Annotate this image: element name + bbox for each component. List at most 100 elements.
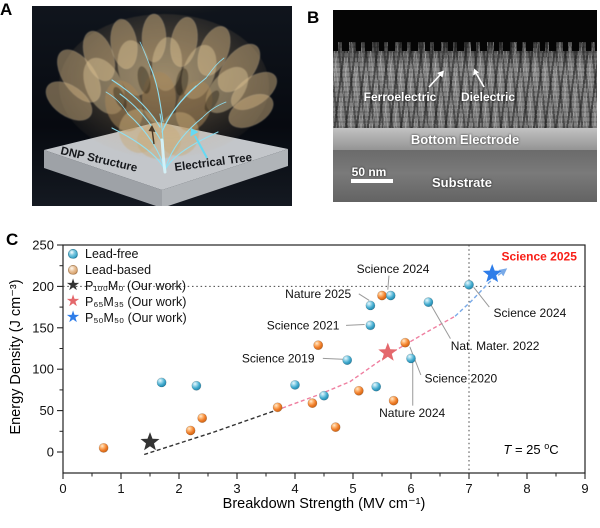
annotation-leader-line: [473, 286, 490, 308]
legend-label: P₆₅M₃₅ (Our work): [85, 295, 187, 309]
y-tick-label: 200: [32, 279, 54, 294]
electrical-tree-arrow-icon: [190, 128, 208, 159]
legend-star-icon: ★: [65, 293, 81, 310]
panel-b-label: B: [307, 8, 320, 27]
structure-arrow-icon: [148, 125, 156, 145]
star-marker: [140, 432, 160, 451]
star-marker: [378, 342, 398, 361]
scatter-point-lead-free: [290, 380, 300, 390]
annotation-leader-line: [409, 346, 422, 376]
annotation-label: Science 2025: [501, 250, 577, 264]
star-marker: [482, 264, 502, 283]
dnp-structure-illustration: DNP Structure Electrical Tree: [32, 6, 292, 206]
legend-label: P₁₀₀M₀ (Our work): [85, 279, 187, 293]
temperature-note: T = 25 oC: [503, 440, 559, 458]
electrical-tree: [105, 41, 227, 174]
scatter-point-lead-free: [156, 377, 167, 388]
annotation-leader-line: [358, 293, 370, 301]
legend-item-lead-free: Lead-free: [66, 246, 187, 262]
x-tick-label: 1: [117, 481, 124, 496]
temperature-variable: T: [503, 442, 512, 458]
legend-label: P₅₀M₅₀ (Our work): [85, 311, 187, 325]
scatter-point-lead-free: [319, 390, 329, 401]
trend-arrow-icon: [498, 268, 508, 277]
annotation-label: Science 2021: [267, 318, 340, 332]
scatter-point-lead-based: [307, 398, 318, 409]
scalebar-text: 50 nm: [351, 165, 387, 179]
annotation-label: Science 2024: [494, 306, 567, 320]
sem-film-columns: [333, 42, 597, 128]
annotation-label: Nature 2025: [285, 287, 351, 301]
scatter-point-lead-free: [371, 381, 382, 392]
annotation-leader-line: [430, 305, 451, 339]
legend-item-p-m-our-work-: ★ P₆₅M₃₅ (Our work): [66, 294, 187, 310]
legend-label: Lead-based: [85, 263, 152, 277]
scatter-point-lead-based: [98, 442, 109, 453]
scatter-point-lead-based: [377, 290, 387, 301]
scatter-point-lead-based: [185, 425, 196, 436]
annotation-label: Nat. Mater. 2022: [451, 339, 540, 353]
x-tick-label: 6: [407, 481, 414, 496]
scatter-point-lead-based: [330, 422, 341, 433]
x-tick-label: 3: [233, 481, 240, 496]
sem-substrate: [333, 150, 597, 202]
annotation-label: Science 2020: [425, 371, 498, 385]
y-tick-label: 150: [32, 320, 54, 335]
trend-curve: [143, 407, 283, 456]
ferroelectric-arrow-icon: [437, 70, 444, 78]
legend-item-lead-based: Lead-based: [66, 262, 187, 278]
scatter-point-lead-free: [365, 300, 376, 311]
legend-star-icon: ★: [65, 309, 81, 326]
sem-top-dark-region: [333, 10, 597, 42]
scatter-point-lead-free: [406, 353, 416, 364]
scatter-point-lead-based: [313, 340, 324, 351]
y-tick-label: 0: [47, 445, 54, 460]
legend-circle-icon: [66, 265, 80, 275]
scatter-point-lead-free: [385, 290, 396, 301]
annotation-leader-line: [387, 275, 390, 290]
x-axis-title: Breakdown Strength (MV cm⁻¹): [222, 496, 426, 512]
ferroelectric-text: Ferroelectric: [363, 90, 437, 104]
legend-circle-icon: [66, 249, 80, 259]
dnp-coral-mass: [45, 13, 278, 159]
dielectric-text: Dielectric: [460, 90, 516, 104]
annotation-label: Science 2024: [357, 262, 430, 276]
y-tick-label: 100: [32, 362, 54, 377]
legend-label: Lead-free: [85, 247, 139, 261]
sem-image: Bottom Electrode Substrate 50 nm Ferroel…: [333, 10, 597, 202]
scatter-point-lead-free: [423, 297, 434, 308]
chart-legend: Lead-free Lead-based ★ P₁₀₀M₀ (Our work) ★ P₆…: [66, 246, 187, 326]
scatter-point-lead-free: [191, 380, 202, 391]
scatter-point-lead-based: [197, 413, 208, 423]
x-tick-label: 8: [523, 481, 530, 496]
substrate-text: Substrate: [432, 175, 492, 190]
x-tick-label: 4: [291, 481, 298, 496]
scalebar: [351, 179, 393, 183]
annotation-label: Nature 2024: [379, 406, 445, 420]
scatter-point-lead-based: [400, 337, 411, 348]
bottom-electrode-text: Bottom Electrode: [410, 131, 520, 147]
dielectric-arrow-icon: [473, 68, 479, 76]
annotation-label: Science 2019: [242, 351, 315, 365]
scatter-chart: 0 1 2 3 4 5 6 7 8 9 0 50 100 150 200 250 Science 2024 Nat…: [32, 238, 588, 497]
sem-bottom-electrode: Bottom Electrode: [333, 128, 597, 150]
y-axis-title: Energy Density (J cm⁻³): [8, 279, 24, 435]
scatter-point-lead-based: [272, 402, 283, 413]
x-tick-label: 9: [581, 481, 588, 496]
annotation-leader-line: [346, 323, 365, 326]
x-tick-label: 7: [465, 481, 472, 496]
sem-annotation-arrows: [428, 68, 485, 88]
x-tick-label: 5: [349, 481, 356, 496]
panel-a-label: A: [0, 0, 13, 19]
x-tick-label: 2: [175, 481, 182, 496]
y-tick-label: 50: [40, 403, 54, 418]
legend-star-icon: ★: [65, 277, 81, 294]
y-tick-label: 250: [32, 238, 54, 253]
panel-c-label: C: [6, 230, 19, 249]
scatter-point-lead-based: [353, 385, 364, 396]
legend-item-p-m-our-work-: ★ P₁₀₀M₀ (Our work): [66, 278, 187, 294]
legend-item-p-m-our-work-: ★ P₅₀M₅₀ (Our work): [66, 310, 187, 326]
annotation-leader-line: [322, 357, 343, 360]
scatter-point-lead-based: [388, 395, 399, 406]
